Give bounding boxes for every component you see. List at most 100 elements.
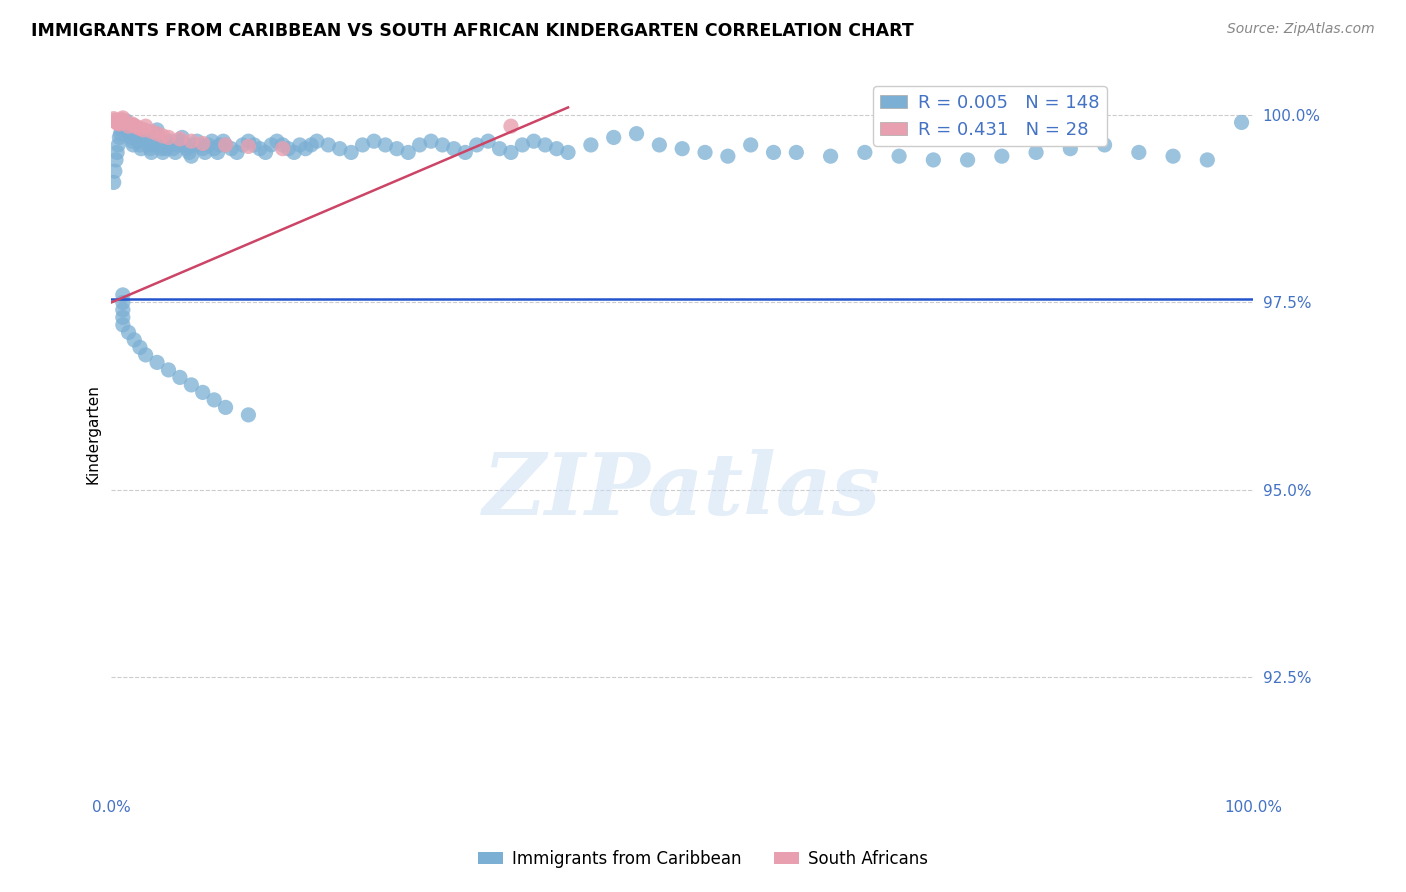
Point [232, 137, 254, 152]
Point [107, 115, 129, 129]
Point [152, 145, 174, 160]
Point [352, 137, 374, 152]
Point [208, 137, 231, 152]
Point [183, 137, 205, 152]
Point [477, 134, 499, 148]
Point [115, 114, 138, 128]
Point [226, 145, 249, 160]
Point [238, 408, 260, 422]
Point [166, 137, 188, 152]
Point [820, 149, 842, 163]
Point [197, 137, 219, 152]
Text: ZIPatlas: ZIPatlas [484, 449, 882, 533]
Point [579, 137, 602, 152]
Point [1128, 145, 1150, 160]
Point [150, 142, 173, 156]
Point [125, 120, 148, 134]
Point [149, 137, 172, 152]
Point [125, 127, 148, 141]
Point [190, 137, 212, 152]
Point [1025, 145, 1047, 160]
Point [396, 145, 419, 160]
Point [191, 385, 214, 400]
Point [104, 114, 127, 128]
Point [111, 302, 134, 317]
Point [141, 145, 163, 160]
Point [122, 333, 145, 347]
Point [155, 142, 177, 156]
Point [129, 142, 152, 156]
Point [557, 145, 579, 160]
Point [148, 134, 170, 148]
Point [146, 123, 169, 137]
Point [135, 127, 157, 141]
Point [148, 130, 170, 145]
Point [523, 134, 546, 148]
Point [111, 318, 134, 332]
Point [117, 326, 139, 340]
Point [785, 145, 807, 160]
Point [114, 115, 136, 129]
Point [340, 145, 363, 160]
Point [499, 145, 522, 160]
Point [143, 130, 166, 145]
Point [118, 127, 141, 141]
Point [108, 130, 131, 145]
Point [202, 142, 225, 156]
Point [176, 142, 198, 156]
Point [142, 134, 165, 148]
Point [111, 119, 134, 133]
Point [127, 130, 149, 145]
Point [146, 127, 169, 141]
Point [887, 149, 910, 163]
Point [111, 295, 134, 310]
Point [135, 130, 157, 145]
Point [191, 136, 214, 151]
Text: Source: ZipAtlas.com: Source: ZipAtlas.com [1227, 22, 1375, 37]
Point [135, 348, 157, 362]
Point [254, 145, 277, 160]
Point [117, 119, 139, 133]
Point [238, 139, 260, 153]
Point [132, 127, 155, 141]
Point [131, 130, 153, 145]
Point [249, 142, 271, 156]
Point [128, 134, 150, 148]
Point [162, 142, 184, 156]
Point [180, 149, 202, 163]
Point [762, 145, 785, 160]
Point [139, 142, 162, 156]
Point [180, 134, 202, 148]
Point [136, 134, 159, 148]
Point [299, 137, 322, 152]
Point [214, 401, 236, 415]
Point [104, 153, 127, 167]
Point [157, 363, 180, 377]
Point [432, 137, 454, 152]
Point [499, 119, 522, 133]
Point [465, 137, 488, 152]
Point [146, 355, 169, 369]
Point [648, 137, 671, 152]
Point [111, 111, 134, 125]
Point [602, 130, 624, 145]
Point [243, 137, 266, 152]
Point [152, 128, 174, 143]
Point [294, 142, 316, 156]
Point [214, 137, 236, 152]
Point [271, 142, 294, 156]
Point [693, 145, 716, 160]
Point [112, 117, 135, 131]
Point [122, 119, 145, 133]
Point [120, 130, 142, 145]
Point [134, 123, 156, 137]
Point [1197, 153, 1219, 167]
Point [212, 134, 235, 148]
Point [512, 137, 534, 152]
Point [129, 121, 152, 136]
Point [169, 134, 191, 148]
Point [104, 164, 127, 178]
Point [117, 123, 139, 137]
Point [671, 142, 693, 156]
Point [121, 117, 143, 131]
